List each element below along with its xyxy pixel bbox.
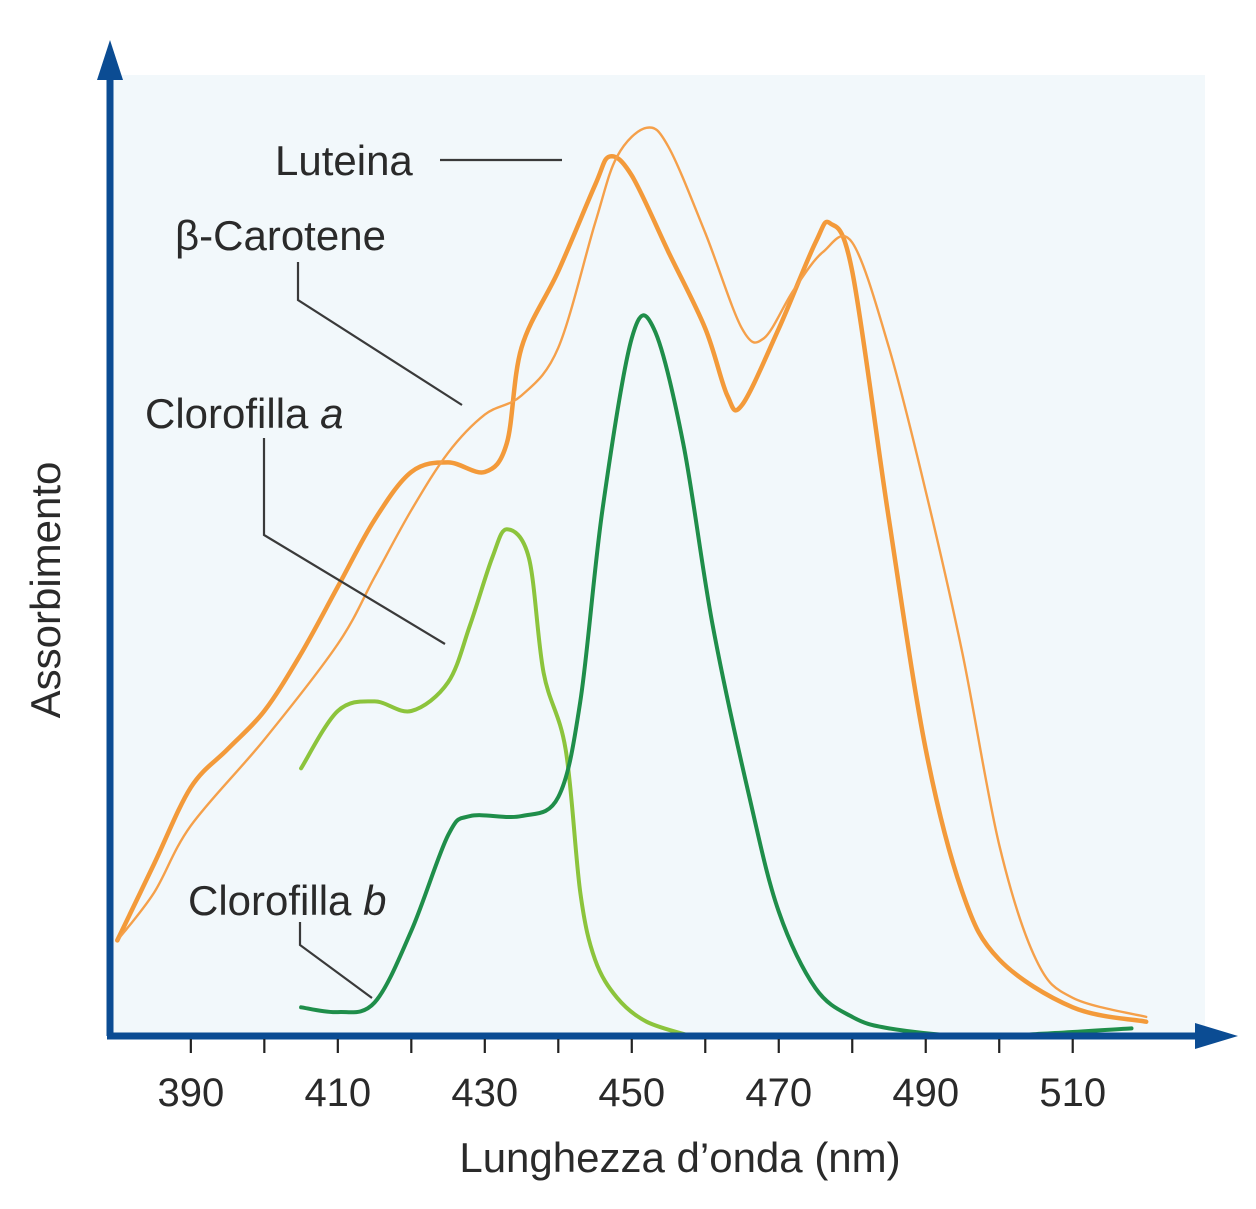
leader-clorofilla-b [298, 922, 373, 999]
series-line-clorofilla-a [299, 527, 693, 1038]
y-axis-title: Assorbimento [22, 462, 69, 719]
x-axis-arrow [1195, 1023, 1238, 1049]
label-clorofilla-b-name: Clorofilla [188, 877, 352, 924]
label-clorofilla-b-suffix: b [363, 877, 386, 924]
label-clorofilla-a: Clorofilla a [145, 390, 343, 437]
leader-clorofilla-a [262, 438, 446, 645]
x-tick-label: 430 [451, 1071, 518, 1115]
x-tick-label: 410 [304, 1071, 371, 1115]
plot-background [110, 75, 1205, 1035]
label-luteina: Luteina [275, 137, 413, 184]
label-clorofilla-a-name: Clorofilla [145, 390, 309, 437]
series-line-clorofilla-b [299, 313, 1134, 1039]
x-tick-label: 470 [745, 1071, 812, 1115]
label-beta-carotene: β-Carotene [175, 212, 386, 259]
x-tick-label: 390 [157, 1071, 224, 1115]
x-tick-label: 450 [598, 1071, 665, 1115]
label-clorofilla-a-suffix: a [320, 390, 343, 437]
series-layer [115, 126, 1149, 1039]
x-ticks: 390 410 430 450 470 490 510 [157, 1039, 1106, 1115]
x-tick-label: 510 [1039, 1071, 1106, 1115]
label-clorofilla-b: Clorofilla b [188, 877, 386, 924]
x-axis-title: Lunghezza d’onda (nm) [459, 1134, 900, 1181]
series-line-luteina [115, 153, 1149, 1024]
y-axis-arrow [97, 40, 123, 80]
series-line--carotene [116, 126, 1148, 1019]
x-tick-label: 490 [892, 1071, 959, 1115]
leader-beta-carotene [296, 262, 463, 406]
